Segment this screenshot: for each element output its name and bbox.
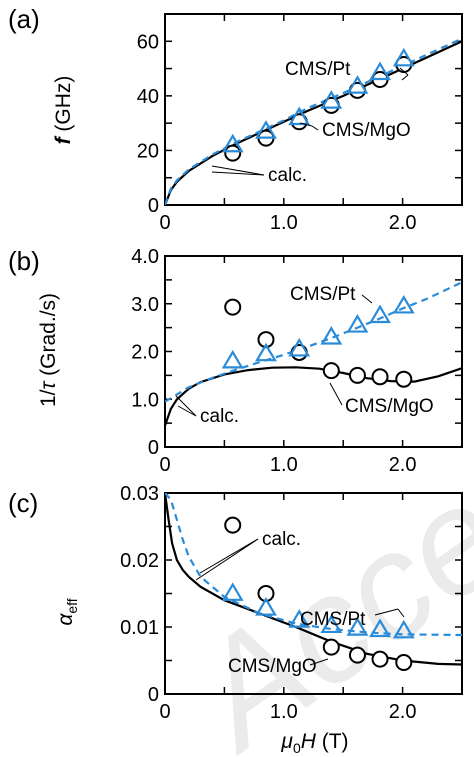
marker-cms-pt (255, 120, 277, 139)
marker-cms-pt (221, 133, 244, 153)
x-tick-label: 2.0 (389, 212, 417, 234)
xlabel-c: μ0H (T) (280, 730, 348, 756)
y-tick-label: 0 (148, 437, 159, 459)
plot-frame (164, 13, 463, 206)
panel-a: 0 1.0 2.0 0 20 40 60 (137, 13, 463, 234)
y-tick-label: 0.03 (120, 483, 159, 505)
y-tick-label: 0.01 (120, 617, 159, 639)
svg-text:1/τ (Grad./s): 1/τ (Grad./s) (37, 293, 60, 407)
marker-cms-mgo (224, 144, 242, 162)
marker-cms-mgo (371, 368, 389, 386)
annot-a-calc: calc. (268, 165, 307, 186)
y-tick-label: 0.02 (120, 550, 159, 572)
x-tick-label: 2.0 (389, 701, 417, 723)
marker-cms-mgo (348, 646, 366, 664)
y-tick-label: 60 (137, 31, 159, 53)
marker-cms-pt (288, 106, 311, 126)
y-tick-label: 1.0 (131, 389, 159, 411)
marker-cms-pt (369, 61, 391, 81)
marker-cms-mgo (224, 516, 242, 534)
marker-cms-mgo (257, 331, 275, 349)
y-tick-label: 4.0 (131, 246, 159, 268)
marker-cms-pt (320, 90, 343, 109)
y-tick-label: 0 (148, 195, 159, 217)
marker-cms-pt (221, 582, 244, 601)
panel-c: 0 1.0 2.0 0 0.01 0.02 0.03 (120, 483, 463, 723)
ylabel-c: αeff (54, 598, 80, 625)
ylabel-a: f (GHz) (52, 76, 75, 145)
annot-b-cms-mgo: CMS/MgO (345, 396, 434, 417)
panel-label-b: (b) (8, 246, 40, 276)
marker-cms-pt (369, 304, 391, 324)
annot-c-calc: calc. (262, 529, 301, 550)
marker-cms-pt (392, 294, 415, 314)
annot-b-calc: calc. (200, 406, 239, 427)
marker-cms-pt (392, 47, 415, 67)
marker-cms-pt (346, 314, 369, 333)
marker-cms-mgo (322, 638, 340, 656)
marker-cms-pt (320, 326, 343, 345)
marker-cms-pt (221, 349, 244, 369)
marker-cms-pt (288, 337, 311, 357)
annot-b-cms-pt: CMS/Pt (290, 284, 356, 305)
annot-a-cms-pt: CMS/Pt (285, 59, 351, 80)
y-tick-label: 3.0 (131, 294, 159, 316)
x-tick-label: 0 (159, 212, 170, 234)
marker-cms-mgo (395, 370, 413, 388)
marker-cms-pt (255, 342, 277, 362)
x-tick-label: 2.0 (389, 454, 417, 476)
y-tick-label: 20 (137, 140, 159, 162)
marker-cms-pt (392, 619, 415, 639)
marker-cms-pt (346, 617, 369, 636)
marker-cms-pt (320, 614, 343, 634)
annot-c-cms-mgo: CMS/MgO (228, 656, 317, 677)
y-tick-label: 40 (137, 86, 159, 108)
y-tick-label: 2.0 (131, 342, 159, 364)
x-tick-label: 1.0 (270, 212, 298, 234)
marker-cms-mgo (395, 654, 413, 672)
marker-cms-pt (255, 597, 277, 616)
x-tick-label: 0 (159, 701, 170, 723)
x-tick-label: 0 (159, 454, 170, 476)
marker-cms-mgo (224, 298, 242, 316)
annot-a-cms-mgo: CMS/MgO (322, 120, 411, 141)
marker-cms-mgo (322, 362, 340, 380)
marker-cms-pt (369, 618, 391, 638)
svg-text:αeff: αeff (54, 598, 80, 625)
x-tick-label: 1.0 (270, 454, 298, 476)
annot-c-cms-pt: CMS/Pt (300, 609, 366, 630)
panel-b: 0 1.0 2.0 0 1.0 2.0 3.0 4.0 (131, 246, 463, 476)
marker-cms-mgo (348, 366, 366, 384)
y-tick-label: 0 (148, 684, 159, 706)
svg-text:f (GHz): f (GHz) (52, 76, 75, 145)
panel-label-a: (a) (8, 4, 40, 34)
ylabel-b: 1/τ (Grad./s) (37, 293, 60, 407)
marker-cms-pt (288, 609, 311, 628)
x-tick-label: 1.0 (270, 701, 298, 723)
panel-label-c: (c) (8, 488, 38, 518)
marker-cms-pt (346, 75, 369, 94)
marker-cms-mgo (371, 650, 389, 668)
